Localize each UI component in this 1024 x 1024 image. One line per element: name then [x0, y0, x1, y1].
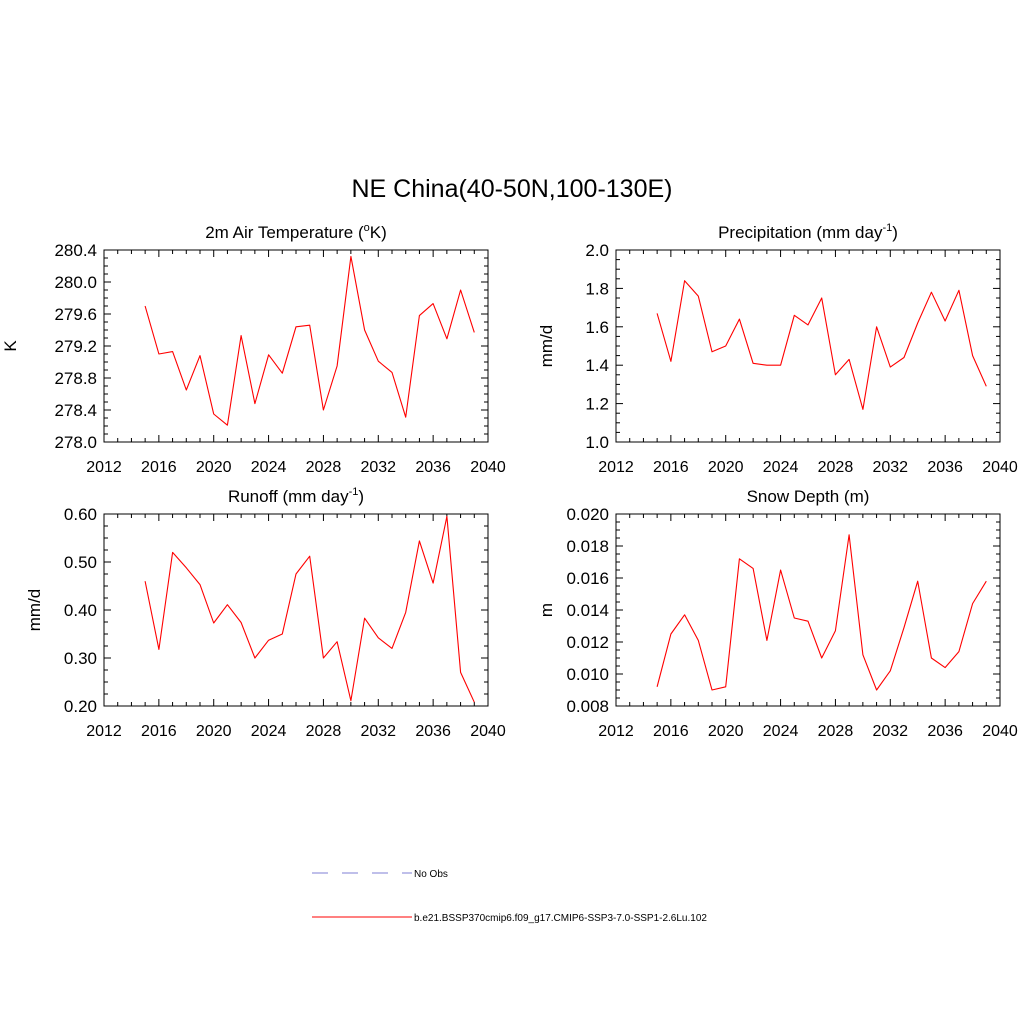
panel-snow-depth: 2012 2016 2020 2024 2028 2032 2036 2040 0.008 0.0… [537, 487, 1018, 740]
y-tick-label: 2.0 [585, 241, 609, 260]
y-tick-label: 0.018 [566, 537, 609, 556]
x-tick-label: 2028 [818, 723, 854, 740]
x-tick-label: 2016 [141, 723, 177, 740]
x-tick-label: 2016 [653, 723, 689, 740]
x-tick-label: 2032 [872, 723, 908, 740]
x-tick-label: 2032 [872, 459, 908, 476]
x-tick-label: 2024 [763, 459, 799, 476]
x-tick-label: 2020 [708, 723, 744, 740]
x-tick-label: 2040 [982, 459, 1018, 476]
series-line [144, 255, 475, 426]
legend: No Obs b.e21.BSSP370cmip6.f09_g17.CMIP6-… [312, 869, 707, 924]
y-tick-label: 278.4 [54, 401, 97, 420]
x-tick-label: 2036 [415, 459, 451, 476]
y-tick-label: 278.8 [54, 369, 97, 388]
x-tick-label: 2012 [598, 459, 634, 476]
x-tick-label: 2040 [982, 723, 1018, 740]
x-tick-label: 2016 [653, 459, 689, 476]
x-tick-label: 2040 [470, 723, 506, 740]
panel-precipitation: 2012 2016 2020 2024 2028 2032 2036 2040 1.0 1.2 1.… [537, 222, 1018, 476]
y-tick-label: 1.0 [585, 433, 609, 452]
panel-title: Snow Depth (m) [747, 487, 870, 506]
x-tick-label: 2040 [470, 459, 506, 476]
plot-frame [103, 249, 489, 443]
y-tick-label: 0.30 [64, 649, 97, 668]
series-line [656, 280, 987, 410]
panel-title: 2m Air Temperature (oK) [205, 222, 387, 242]
y-axis-label: m [537, 603, 556, 617]
x-tick-label: 2036 [927, 459, 963, 476]
y-tick-label: 0.50 [64, 553, 97, 572]
y-tick-label: 1.6 [585, 318, 609, 337]
x-tick-label: 2028 [306, 723, 342, 740]
panel-title: Precipitation (mm day-1) [718, 222, 898, 242]
x-tick-label: 2020 [196, 723, 232, 740]
y-tick-label: 0.60 [64, 505, 97, 524]
x-tick-label: 2032 [360, 459, 396, 476]
y-tick-label: 0.40 [64, 601, 97, 620]
x-tick-label: 2020 [708, 459, 744, 476]
x-tick-label: 2036 [415, 723, 451, 740]
legend-model-label: b.e21.BSSP370cmip6.f09_g17.CMIP6-SSP3-7.… [414, 913, 707, 924]
x-tick-label: 2024 [251, 723, 287, 740]
y-tick-label: 0.20 [64, 697, 97, 716]
y-tick-label: 0.020 [566, 505, 609, 524]
series-line [144, 515, 475, 703]
x-tick-label: 2020 [196, 459, 232, 476]
y-tick-label: 0.012 [566, 633, 609, 652]
x-tick-label: 2028 [306, 459, 342, 476]
x-tick-label: 2036 [927, 723, 963, 740]
y-axis-label: mm/d [537, 325, 556, 368]
panel-runoff: 2012 2016 2020 2024 2028 2032 2036 2040 0.20 0.30… [25, 486, 506, 740]
y-tick-label: 0.010 [566, 665, 609, 684]
legend-obs-label: No Obs [414, 869, 448, 880]
x-tick-label: 2016 [141, 459, 177, 476]
y-tick-label: 0.008 [566, 697, 609, 716]
figure-title: NE China(40-50N,100-130E) [351, 175, 672, 203]
x-tick-label: 2028 [818, 459, 854, 476]
y-tick-label: 0.014 [566, 601, 609, 620]
y-tick-label: 1.4 [585, 356, 609, 375]
y-axis-label: K [1, 340, 20, 352]
y-axis-label: mm/d [25, 589, 44, 632]
y-tick-label: 280.4 [54, 241, 97, 260]
y-tick-label: 1.8 [585, 279, 609, 298]
x-tick-label: 2032 [360, 723, 396, 740]
y-tick-label: 0.016 [566, 569, 609, 588]
y-tick-label: 279.6 [54, 305, 97, 324]
y-tick-label: 280.0 [54, 273, 97, 292]
series-line [656, 534, 987, 691]
x-tick-label: 2012 [86, 459, 122, 476]
x-tick-label: 2012 [86, 723, 122, 740]
panel-title: Runoff (mm day-1) [228, 486, 364, 506]
x-tick-label: 2024 [763, 723, 799, 740]
panel-temperature: 2012 2016 2020 2024 2028 2032 2036 2040 278.0 278… [1, 222, 506, 476]
x-tick-label: 2024 [251, 459, 287, 476]
plot-frame [103, 513, 489, 707]
plot-frame [615, 513, 1001, 707]
y-tick-label: 278.0 [54, 433, 97, 452]
x-tick-label: 2012 [598, 723, 634, 740]
y-tick-label: 1.2 [585, 395, 609, 414]
y-tick-label: 279.2 [54, 337, 97, 356]
